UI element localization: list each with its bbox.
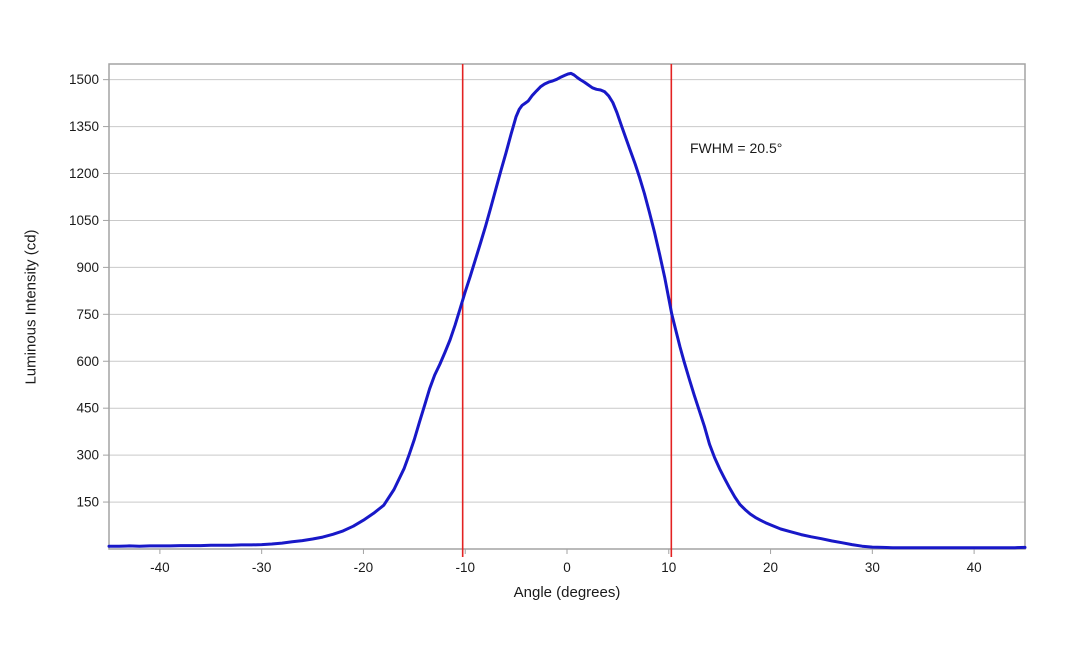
x-tick-label: -20 (354, 560, 374, 575)
y-tick-label: 600 (76, 354, 99, 369)
y-tick-label: 150 (76, 495, 99, 510)
y-tick-label: 1050 (69, 213, 99, 228)
x-tick-label: 20 (763, 560, 778, 575)
y-tick-label: 1350 (69, 119, 99, 134)
x-axis-title: Angle (degrees) (513, 584, 621, 601)
x-tick-label: -30 (252, 560, 272, 575)
fwhm-annotation: FWHM = 20.5° (690, 140, 783, 156)
x-tick-label: -10 (455, 560, 475, 575)
y-tick-label: 900 (76, 260, 99, 275)
plot-frame (108, 63, 1026, 550)
y-tick-label: 450 (76, 401, 99, 416)
x-tick-label: 40 (967, 560, 982, 575)
x-tick-label: 30 (865, 560, 880, 575)
intensity-curve (107, 71, 1027, 550)
x-tick-label: -40 (150, 560, 170, 575)
y-axis-title: Luminous Intensity (cd) (22, 229, 40, 385)
y-tick-label: 300 (76, 448, 99, 463)
x-tick-label: 0 (563, 560, 571, 575)
y-tick-label: 1200 (69, 166, 99, 181)
y-tick-label: 750 (76, 307, 99, 322)
y-tick-label: 1500 (69, 72, 99, 87)
x-tick-label: 10 (661, 560, 676, 575)
